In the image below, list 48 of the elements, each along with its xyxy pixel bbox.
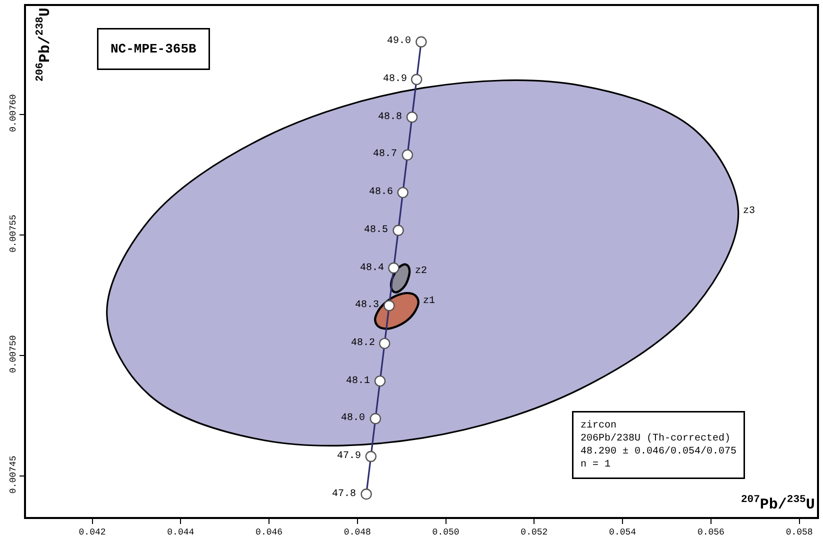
annotation: 48.8 [378,112,402,123]
annotation: NC-MPE-365B [110,42,197,56]
annotation: 47.8 [332,489,356,500]
y-tick-label: 0.00760 [8,94,19,132]
annotation: 47.9 [337,451,362,462]
point [374,375,386,387]
x-tick-label: 0.046 [256,528,283,538]
series-label: z3 [743,206,756,217]
y-tick-label: 0.00755 [8,214,19,253]
annotation: 48.290 ± 0.046/0.054/0.075 [580,446,737,458]
point [397,186,408,198]
x-tick-label: 0.052 [520,528,548,538]
series-label: z1 [423,296,436,307]
x-tick-label: 0.044 [167,528,194,538]
x-tick-label: 0.056 [697,528,724,538]
y-tick-label: 0.00745 [8,456,19,494]
point [384,300,395,312]
annotation: 48.9 [383,74,408,85]
annotation: 206Pb/238U (Th-corrected) [580,432,731,444]
point [392,224,404,236]
point [388,262,400,274]
annotation: 48.1 [346,376,370,387]
annotation: 48.2 [351,338,376,349]
annotation: 48.3 [355,300,380,311]
x-tick-label: 0.048 [344,528,371,538]
point [416,36,427,48]
point [402,149,414,161]
x-tick-label: 0.042 [78,528,106,538]
point [410,74,422,86]
annotation: n = 1 [580,460,611,470]
point [365,450,376,462]
point [379,338,390,350]
x-tick-label: 0.054 [609,528,636,538]
annotation: zircon [580,420,617,432]
annotation: 48.4 [360,263,384,274]
annotation: 48.5 [364,225,388,236]
annotation: 48.0 [341,413,366,424]
point [406,112,418,123]
point [360,488,372,500]
x-tick-label: 0.058 [786,528,813,538]
point [370,413,382,424]
series-label: z2 [415,266,428,277]
annotation: 48.7 [373,149,398,160]
x-tick-label: 0.050 [432,528,460,538]
annotation: 49.0 [387,36,412,47]
x-axis-title: $^{207}$Pb/$^{235}$U [741,494,815,514]
annotation: 48.6 [369,187,394,198]
y-tick-label: 0.00750 [8,335,19,374]
